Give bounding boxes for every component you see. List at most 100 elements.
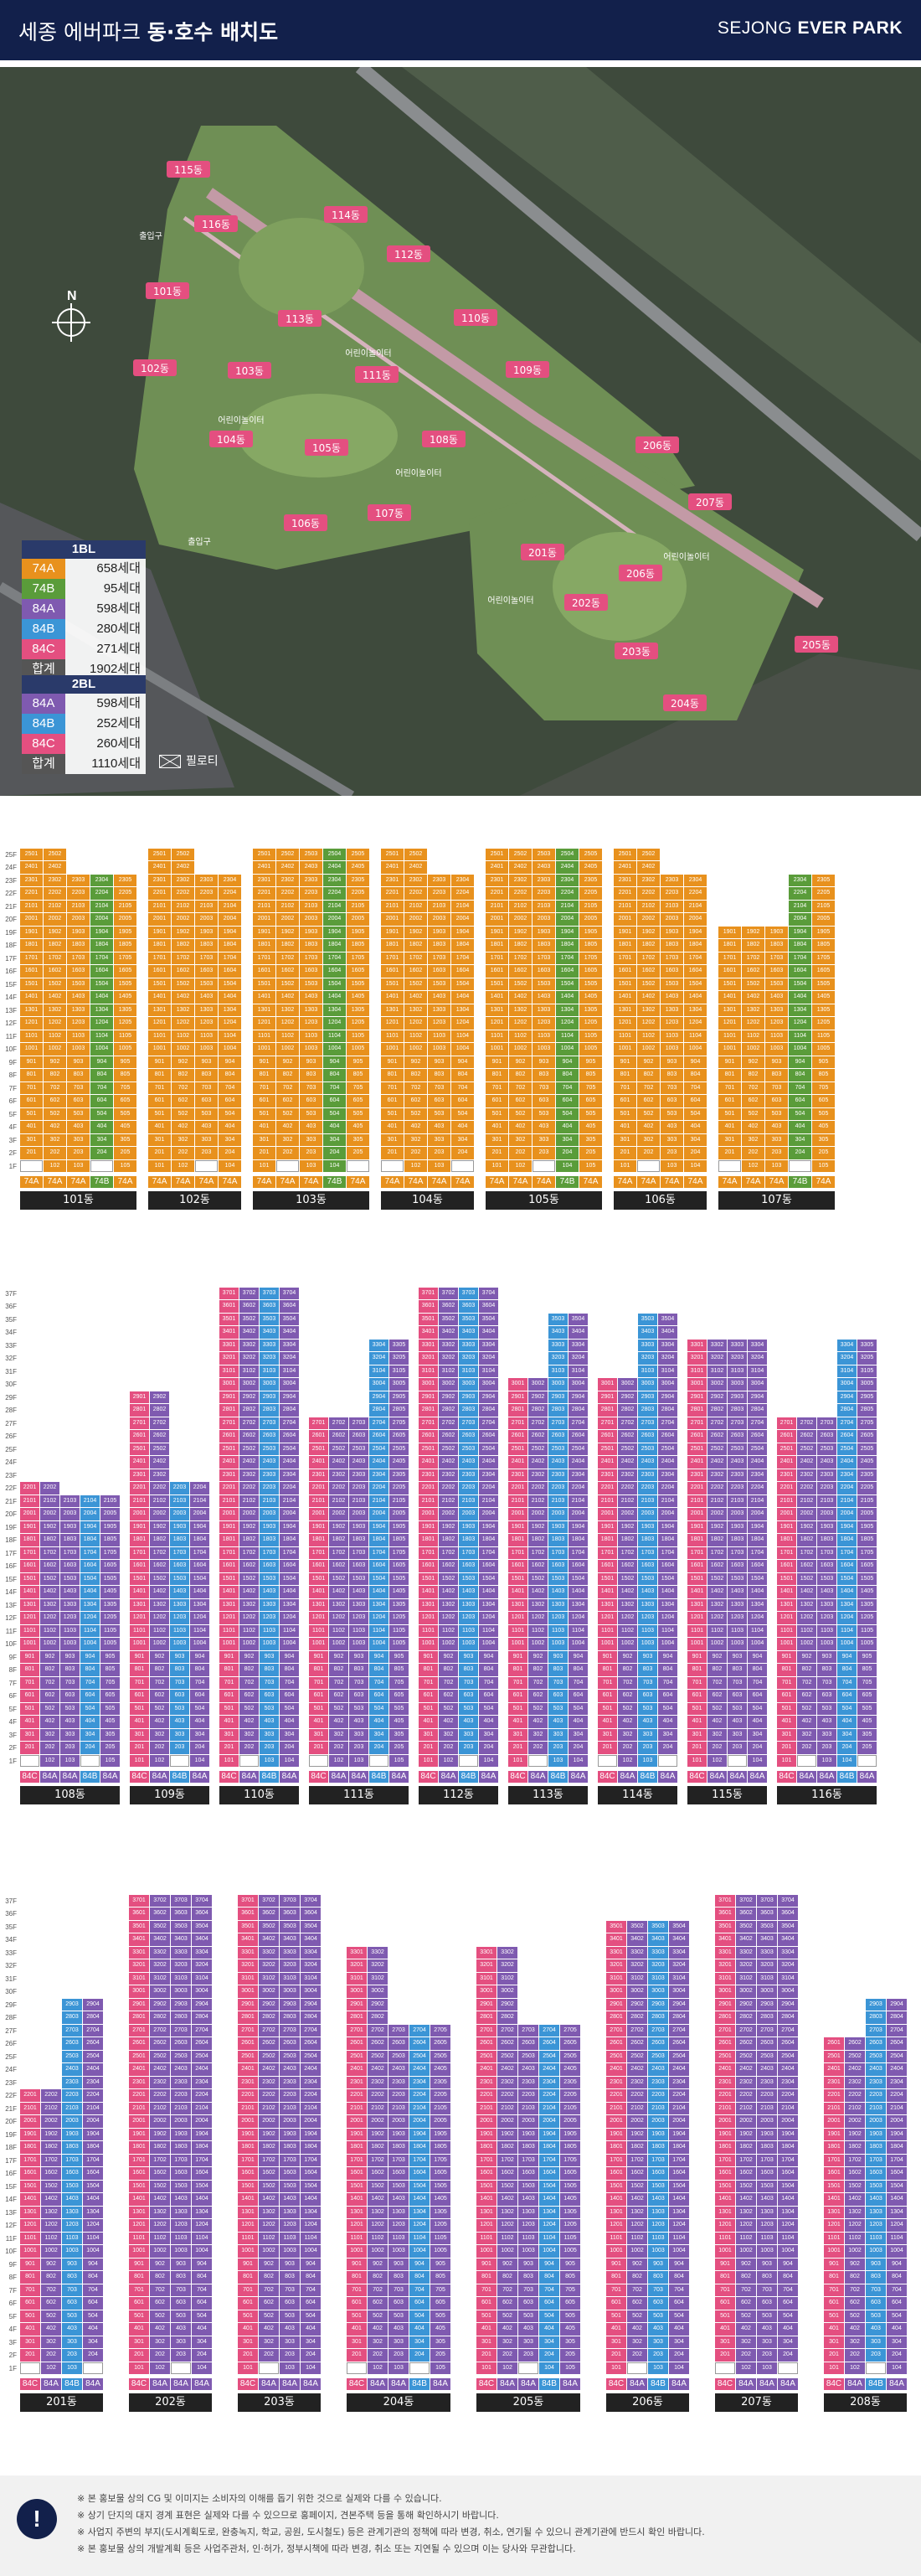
unit-cell[interactable]: 1303 xyxy=(757,2206,777,2218)
unit-cell[interactable]: 1303 xyxy=(866,2206,886,2218)
unit-cell[interactable]: 3502 xyxy=(150,1920,170,1933)
unit-cell[interactable]: 1304 xyxy=(684,1004,707,1016)
unit-cell[interactable]: 2005 xyxy=(430,2115,450,2128)
unit-cell[interactable]: 1502 xyxy=(368,2180,388,2192)
unit-cell[interactable]: 403 xyxy=(349,1716,368,1728)
unit-cell[interactable]: 1001 xyxy=(614,1043,636,1056)
unit-cell[interactable]: 2002 xyxy=(528,1508,548,1520)
unit-cell[interactable]: 2202 xyxy=(150,2089,170,2102)
unit-cell[interactable]: 2404 xyxy=(837,1456,857,1469)
unit-cell[interactable]: 201 xyxy=(687,1742,707,1754)
unit-cell[interactable]: 2002 xyxy=(627,2115,647,2128)
unit-cell[interactable]: 104 xyxy=(190,1754,209,1767)
unit-cell[interactable]: 1705 xyxy=(114,952,136,964)
unit-cell[interactable]: 602 xyxy=(259,2297,279,2310)
unit-cell[interactable]: 401 xyxy=(253,1121,275,1133)
unit-cell[interactable]: 102 xyxy=(509,1159,532,1172)
unit-cell[interactable]: 604 xyxy=(323,1095,346,1107)
unit-cell[interactable]: 1504 xyxy=(80,1572,100,1585)
unit-cell[interactable]: 2404 xyxy=(539,2063,559,2076)
unit-cell[interactable]: 1601 xyxy=(347,2167,367,2180)
unit-cell[interactable]: 701 xyxy=(309,1676,328,1689)
unit-cell[interactable]: 205 xyxy=(812,1147,835,1159)
unit-cell[interactable]: 2205 xyxy=(389,1482,409,1494)
unit-cell[interactable]: 1304 xyxy=(451,1004,474,1016)
unit-cell[interactable]: 2005 xyxy=(579,913,602,926)
unit-cell[interactable]: 602 xyxy=(439,1690,458,1702)
unit-cell[interactable]: 1202 xyxy=(150,2219,170,2232)
unit-cell[interactable]: 1404 xyxy=(219,991,241,1004)
unit-cell[interactable]: 2503 xyxy=(548,1443,568,1455)
unit-cell[interactable]: 1102 xyxy=(44,1030,66,1042)
unit-cell[interactable]: 1102 xyxy=(172,1030,194,1042)
unit-cell[interactable]: 1101 xyxy=(347,2232,367,2244)
unit-cell[interactable]: 401 xyxy=(129,2323,149,2336)
unit-cell[interactable]: 3503 xyxy=(280,1920,300,1933)
unit-cell[interactable]: 1404 xyxy=(479,1586,498,1598)
unit-cell[interactable]: 3501 xyxy=(715,1920,735,1933)
unit-cell[interactable]: 1801 xyxy=(606,2141,626,2154)
unit-cell[interactable]: 3302 xyxy=(239,1339,259,1351)
unit-cell[interactable]: 705 xyxy=(347,1082,369,1094)
unit-cell[interactable]: 3504 xyxy=(658,1313,677,1325)
unit-cell[interactable]: 1501 xyxy=(20,1572,39,1585)
unit-cell[interactable]: 503 xyxy=(170,1702,189,1715)
unit-cell[interactable]: 1101 xyxy=(614,1030,636,1042)
unit-cell[interactable]: 703 xyxy=(638,1676,657,1689)
unit-cell[interactable]: 1804 xyxy=(369,1534,388,1546)
unit-cell[interactable]: 2302 xyxy=(707,1469,727,1481)
unit-cell[interactable]: 3701 xyxy=(219,1287,239,1299)
unit-cell[interactable]: 2403 xyxy=(260,1456,279,1469)
unit-cell[interactable]: 1004 xyxy=(80,1638,100,1650)
unit-cell[interactable]: 2701 xyxy=(238,2024,258,2037)
unit-cell[interactable]: 2304 xyxy=(479,1469,498,1481)
unit-cell[interactable]: 3002 xyxy=(497,1985,517,1998)
unit-cell[interactable]: 502 xyxy=(40,1702,59,1715)
unit-cell[interactable]: 1702 xyxy=(528,1546,548,1559)
unit-cell[interactable]: 301 xyxy=(476,2336,497,2348)
unit-cell[interactable]: 904 xyxy=(301,2258,321,2270)
unit-cell[interactable]: 1704 xyxy=(556,952,579,964)
unit-cell[interactable]: 1702 xyxy=(404,952,427,964)
unit-cell[interactable]: 1001 xyxy=(130,1638,149,1650)
unit-cell[interactable]: 701 xyxy=(347,2284,367,2296)
unit-cell[interactable]: 1602 xyxy=(627,2167,647,2180)
unit-cell[interactable]: 1404 xyxy=(539,2193,559,2206)
unit-cell[interactable]: 3404 xyxy=(301,1933,321,1946)
unit-cell[interactable]: 703 xyxy=(62,2284,82,2296)
unit-cell[interactable]: 1903 xyxy=(170,1520,189,1533)
unit-cell[interactable]: 1505 xyxy=(857,1572,877,1585)
unit-cell[interactable]: 1201 xyxy=(614,1017,636,1030)
unit-cell[interactable]: 602 xyxy=(618,1690,637,1702)
unit-cell[interactable]: 2004 xyxy=(837,1508,857,1520)
unit-cell[interactable]: 1305 xyxy=(114,1004,136,1016)
unit-cell[interactable]: 502 xyxy=(150,1702,169,1715)
unit-cell[interactable]: 2203 xyxy=(548,1482,568,1494)
unit-cell[interactable]: 1502 xyxy=(509,978,532,990)
unit-cell[interactable]: 601 xyxy=(614,1095,636,1107)
unit-cell[interactable]: 1305 xyxy=(430,2206,450,2218)
unit-cell[interactable]: 2203 xyxy=(661,887,683,900)
unit-cell[interactable]: 2602 xyxy=(618,1430,637,1443)
unit-cell[interactable]: 2204 xyxy=(778,2089,798,2102)
unit-cell[interactable]: 902 xyxy=(259,2258,279,2270)
unit-cell[interactable]: 2102 xyxy=(150,2102,170,2114)
unit-cell[interactable]: 1801 xyxy=(824,2141,844,2154)
unit-cell[interactable]: 2401 xyxy=(309,1456,328,1469)
unit-cell[interactable]: 3404 xyxy=(192,1933,212,1946)
unit-cell[interactable]: 2002 xyxy=(44,913,66,926)
unit-cell[interactable]: 702 xyxy=(528,1676,548,1689)
unit-cell[interactable]: 3401 xyxy=(419,1326,438,1339)
unit-cell[interactable]: 3301 xyxy=(238,1946,258,1959)
unit-cell[interactable]: 1103 xyxy=(638,1624,657,1637)
unit-cell[interactable]: 1703 xyxy=(260,1546,279,1559)
unit-cell[interactable]: 401 xyxy=(219,1716,239,1728)
unit-cell[interactable]: 1601 xyxy=(687,1560,707,1572)
unit-cell[interactable]: 2102 xyxy=(150,1494,169,1507)
unit-cell[interactable]: 203 xyxy=(428,1147,450,1159)
unit-cell[interactable]: 2703 xyxy=(638,1417,657,1429)
unit-cell[interactable]: 1505 xyxy=(347,978,369,990)
unit-cell[interactable]: 2803 xyxy=(866,2011,886,2024)
unit-cell[interactable]: 3104 xyxy=(837,1365,857,1377)
unit-cell[interactable]: 1602 xyxy=(41,2167,61,2180)
